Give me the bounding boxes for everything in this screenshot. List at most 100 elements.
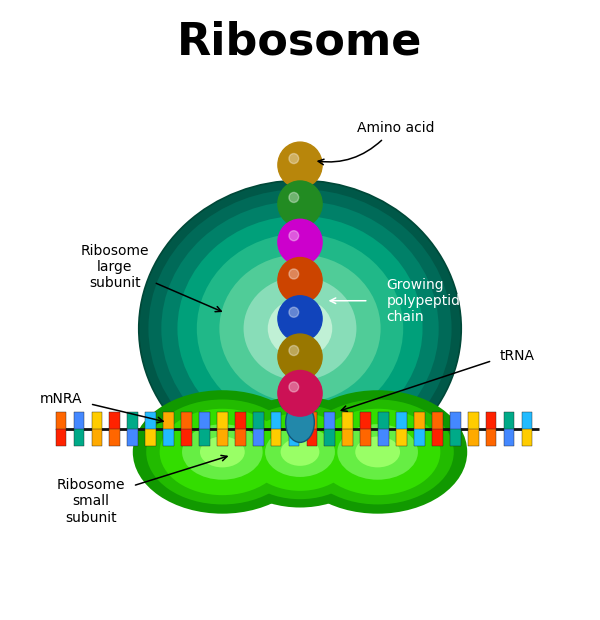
FancyBboxPatch shape (127, 428, 138, 446)
FancyBboxPatch shape (56, 428, 67, 446)
FancyBboxPatch shape (127, 412, 138, 430)
FancyBboxPatch shape (181, 428, 192, 446)
Ellipse shape (182, 424, 263, 480)
FancyBboxPatch shape (325, 428, 335, 446)
FancyBboxPatch shape (235, 428, 245, 446)
Ellipse shape (139, 180, 461, 477)
FancyBboxPatch shape (503, 412, 514, 430)
Ellipse shape (133, 390, 312, 514)
FancyBboxPatch shape (163, 428, 174, 446)
FancyBboxPatch shape (145, 412, 156, 430)
FancyBboxPatch shape (74, 412, 85, 430)
FancyBboxPatch shape (486, 428, 496, 446)
FancyBboxPatch shape (378, 412, 389, 430)
Ellipse shape (220, 254, 380, 402)
Text: tRNA: tRNA (500, 349, 535, 363)
FancyBboxPatch shape (325, 412, 335, 430)
FancyBboxPatch shape (503, 428, 514, 446)
Circle shape (289, 192, 299, 203)
FancyBboxPatch shape (289, 428, 299, 446)
FancyBboxPatch shape (378, 428, 389, 446)
Text: Growing
polypeptide
chain: Growing polypeptide chain (386, 278, 469, 324)
Ellipse shape (234, 405, 366, 499)
FancyBboxPatch shape (271, 412, 281, 430)
FancyBboxPatch shape (361, 412, 371, 430)
Ellipse shape (245, 413, 355, 491)
FancyBboxPatch shape (396, 412, 407, 430)
FancyBboxPatch shape (307, 428, 317, 446)
Circle shape (289, 382, 299, 392)
Ellipse shape (286, 402, 314, 443)
Text: Ribosome
small
subunit: Ribosome small subunit (57, 478, 125, 525)
Circle shape (289, 231, 299, 241)
FancyBboxPatch shape (92, 412, 103, 430)
Circle shape (278, 257, 322, 303)
Circle shape (278, 181, 322, 227)
FancyBboxPatch shape (199, 412, 210, 430)
FancyBboxPatch shape (414, 412, 425, 430)
Circle shape (289, 345, 299, 355)
FancyBboxPatch shape (217, 428, 228, 446)
Circle shape (278, 219, 322, 265)
Ellipse shape (288, 390, 467, 514)
Text: Ribosome
large
subunit: Ribosome large subunit (80, 244, 149, 290)
Ellipse shape (197, 234, 403, 423)
Circle shape (289, 308, 299, 317)
FancyBboxPatch shape (271, 428, 281, 446)
Circle shape (278, 296, 322, 342)
Ellipse shape (200, 436, 245, 467)
FancyBboxPatch shape (432, 428, 443, 446)
Circle shape (278, 142, 322, 188)
Text: Ribosome: Ribosome (178, 20, 422, 63)
FancyBboxPatch shape (181, 412, 192, 430)
Ellipse shape (315, 409, 440, 495)
Ellipse shape (146, 399, 299, 505)
Ellipse shape (223, 396, 377, 508)
FancyBboxPatch shape (521, 412, 532, 430)
Circle shape (278, 371, 322, 416)
Ellipse shape (178, 216, 422, 441)
Text: Amino acid: Amino acid (357, 121, 434, 135)
FancyBboxPatch shape (468, 412, 479, 430)
FancyBboxPatch shape (253, 428, 263, 446)
Ellipse shape (161, 201, 439, 456)
FancyBboxPatch shape (450, 428, 461, 446)
Circle shape (289, 154, 299, 164)
FancyBboxPatch shape (199, 428, 210, 446)
Ellipse shape (148, 189, 452, 467)
FancyBboxPatch shape (521, 428, 532, 446)
Circle shape (289, 269, 299, 279)
Text: mNRA: mNRA (40, 392, 82, 407)
Ellipse shape (355, 436, 400, 467)
FancyBboxPatch shape (109, 428, 120, 446)
FancyBboxPatch shape (486, 412, 496, 430)
FancyBboxPatch shape (145, 428, 156, 446)
Ellipse shape (281, 438, 319, 466)
FancyBboxPatch shape (343, 412, 353, 430)
FancyBboxPatch shape (74, 428, 85, 446)
Ellipse shape (265, 427, 335, 477)
FancyBboxPatch shape (468, 428, 479, 446)
FancyBboxPatch shape (253, 412, 263, 430)
FancyBboxPatch shape (343, 428, 353, 446)
FancyBboxPatch shape (432, 412, 443, 430)
Circle shape (278, 334, 322, 379)
Ellipse shape (160, 409, 285, 495)
FancyBboxPatch shape (361, 428, 371, 446)
FancyBboxPatch shape (450, 412, 461, 430)
Ellipse shape (244, 277, 356, 380)
FancyBboxPatch shape (56, 412, 67, 430)
Ellipse shape (268, 299, 332, 358)
FancyBboxPatch shape (109, 412, 120, 430)
FancyBboxPatch shape (307, 412, 317, 430)
Ellipse shape (281, 395, 319, 412)
Ellipse shape (337, 424, 418, 480)
FancyBboxPatch shape (235, 412, 245, 430)
FancyBboxPatch shape (92, 428, 103, 446)
FancyBboxPatch shape (396, 428, 407, 446)
Ellipse shape (301, 399, 454, 505)
FancyBboxPatch shape (217, 412, 228, 430)
FancyBboxPatch shape (414, 428, 425, 446)
FancyBboxPatch shape (163, 412, 174, 430)
FancyBboxPatch shape (289, 412, 299, 430)
